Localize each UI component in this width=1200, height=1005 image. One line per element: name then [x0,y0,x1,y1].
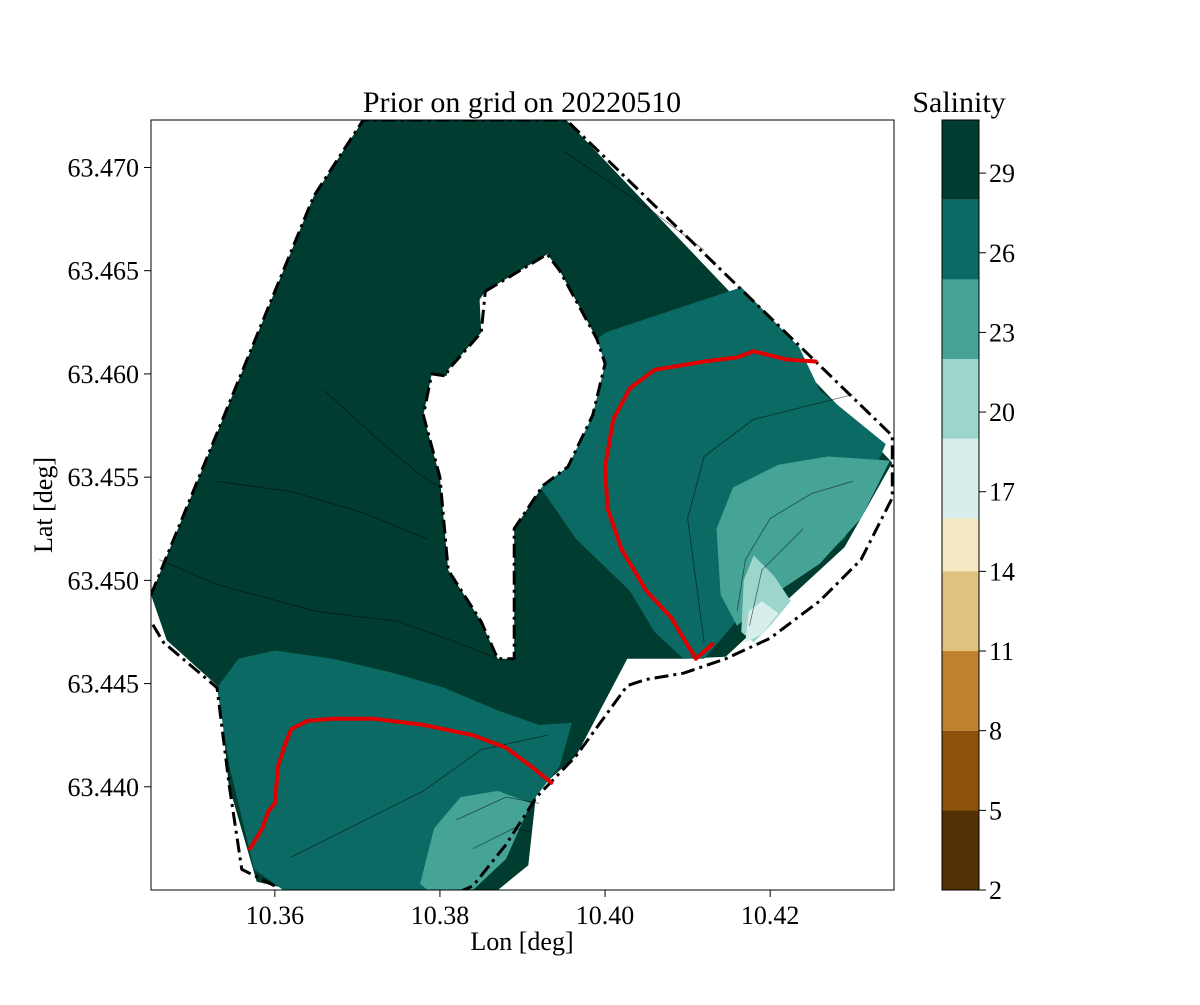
colorbar-band [942,518,979,572]
colorbar-tick-label: 26 [989,239,1015,268]
colorbar-band [942,730,979,811]
colorbar-tick-label: 11 [989,637,1014,666]
chart-title: Prior on grid on 20220510 [363,86,681,119]
colorbar-band [942,279,979,359]
x-tick-label: 10.36 [246,901,305,930]
threshold-contour-1 [248,716,554,851]
plot-frame [150,119,895,891]
y-tick-label: 63.450 [68,566,140,595]
colorbar-band [942,199,979,280]
colorbar-band [942,651,979,731]
y-tick-label: 63.470 [68,153,140,182]
contour-line-0 [159,559,498,660]
colorbar-label: Salinity [912,86,1005,119]
colorbar-tick-label: 2 [989,876,1002,905]
x-tick-label: 10.40 [576,901,635,930]
boundary-line-2 [421,252,607,661]
boundary-line-0 [151,120,894,890]
contour-line-5 [736,480,853,612]
colorbar-frame [941,119,980,891]
y-tick-label: 63.455 [68,463,140,492]
contour-line-4 [687,394,853,643]
colorbar-band [942,120,979,200]
colorbar-tick-label: 8 [989,717,1002,746]
salinity-region-south-medium [420,790,531,890]
colorbar-band [942,810,979,890]
colorbar-tick-label: 5 [989,796,1002,825]
colorbar-tick-label: 23 [989,318,1015,347]
x-tick-label: 10.38 [411,901,470,930]
salinity-region-island [423,254,606,659]
colorbar-band [942,359,979,439]
colorbar-band [942,571,979,652]
colorbar: 2 5 8 11 14 17 20 23 26 29 [941,119,1015,905]
threshold-contour-0 [603,349,818,661]
y-tick-label: 63.460 [68,360,140,389]
contour-line-2 [324,390,441,488]
contour-line-9 [472,827,531,850]
y-tick-label: 63.440 [68,773,140,802]
colorbar-tick-label: 17 [989,478,1015,507]
colorbar-tick-label: 29 [989,159,1015,188]
y-tick-label: 63.465 [68,257,140,286]
plot-area [151,120,894,890]
y-axis: 63.440 63.445 63.450 63.455 63.460 63.465 63.4… [68,153,151,802]
salinity-region-east-pale [745,601,779,643]
colorbar-tick-label: 14 [989,557,1015,586]
contour-line-8 [456,796,540,821]
colorbar-band [942,438,979,519]
y-axis-label: Lat [deg] [29,457,58,553]
x-tick-label: 10.42 [741,901,800,930]
x-axis-label: Lon [deg] [470,927,573,956]
contour-line-1 [216,480,428,540]
y-tick-label: 63.445 [68,670,140,699]
x-axis: 10.36 10.38 10.40 10.42 [246,890,800,930]
colorbar-tick-label: 20 [989,398,1015,427]
contour-line-6 [749,528,804,626]
boundary-line-1 [151,620,276,888]
